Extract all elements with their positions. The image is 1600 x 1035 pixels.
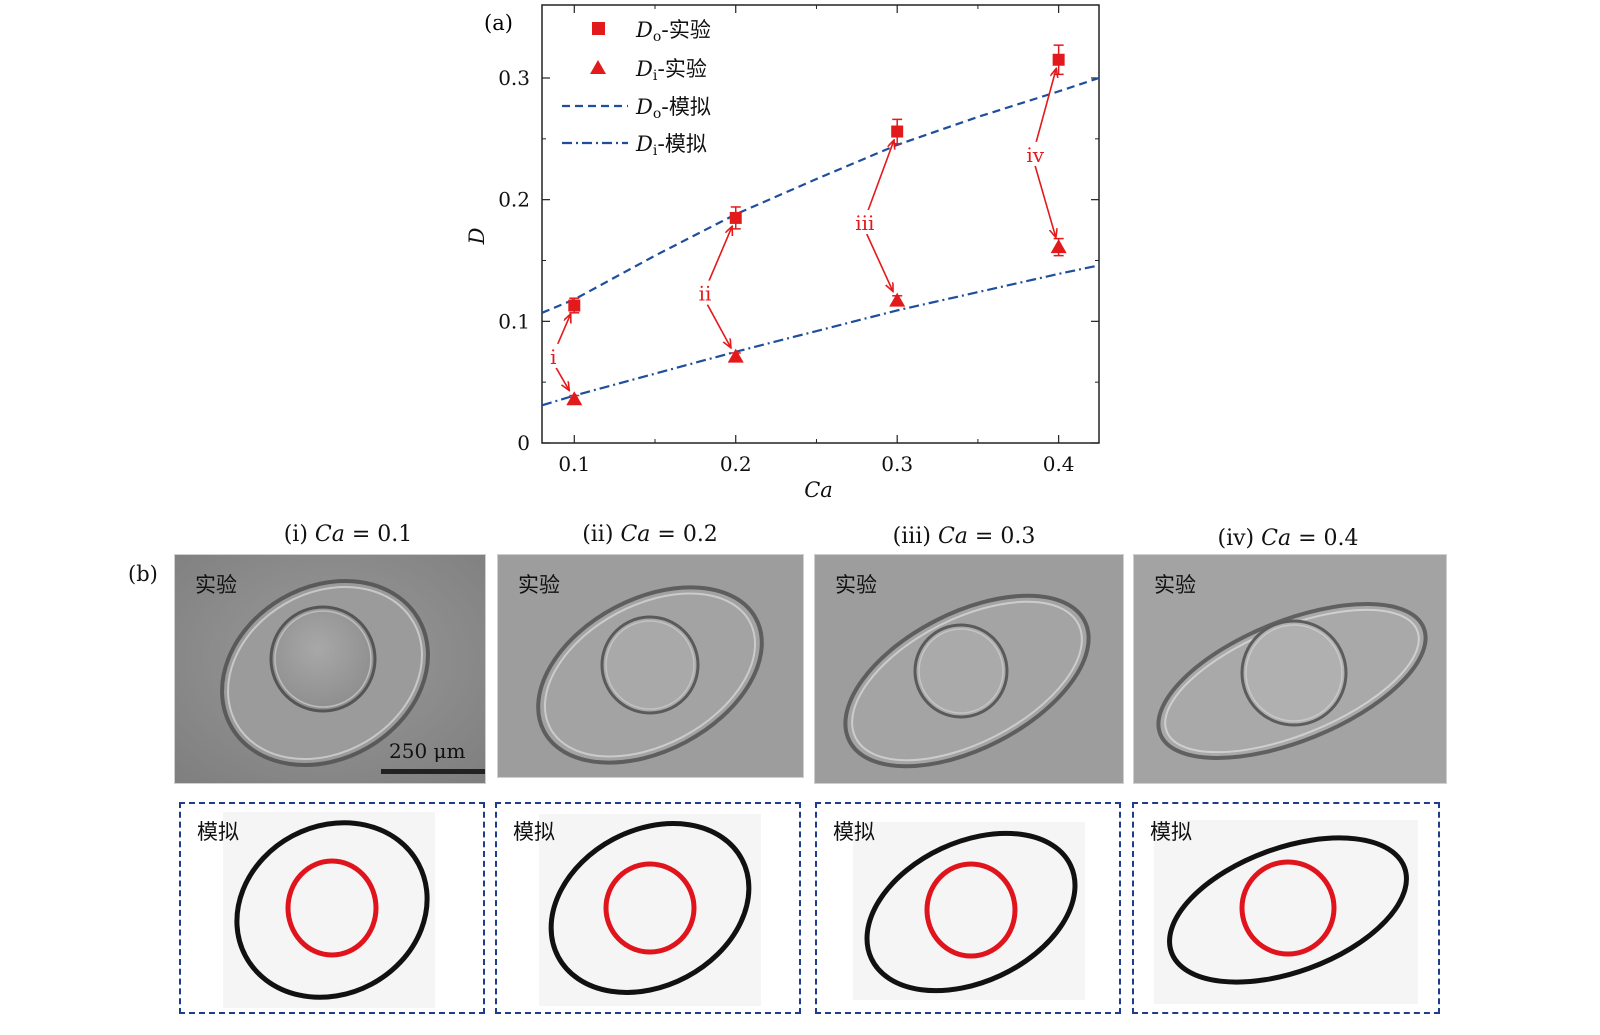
y-tick-label: 0.3	[498, 66, 530, 90]
simulation-image-i: 模拟	[179, 802, 485, 1014]
annotation-label: ii	[699, 282, 712, 306]
experiment-label: 实验	[1154, 573, 1196, 597]
panel-roman: (i)	[283, 522, 308, 547]
plot-frame	[541, 4, 1100, 444]
annotation-label-bg	[852, 210, 878, 234]
simulation-contours	[548, 821, 752, 995]
legend-marker-triangle	[590, 60, 606, 74]
annotation-label: iv	[1026, 143, 1044, 167]
annotation-arrow	[1034, 69, 1056, 147]
experiment-image-ii: 实验	[497, 554, 804, 778]
legend: Do-实验 Di-实验 Do-模拟 Di-模拟	[562, 18, 711, 159]
panel-ca-label: Ca	[1261, 526, 1292, 551]
panel-roman: (ii)	[582, 522, 614, 547]
simulation-label: 模拟	[833, 820, 875, 844]
annotation-arrow	[866, 233, 893, 291]
panel-b-label: (b)	[128, 562, 158, 586]
simulation-label: 模拟	[1150, 820, 1192, 844]
panel-iv-title: (iv) Ca = 0.4	[1158, 526, 1418, 551]
simulation-contours	[1167, 835, 1409, 985]
annotation-label-bg	[695, 280, 716, 305]
panel-ii-title: (ii) Ca = 0.2	[520, 522, 780, 547]
panel-i-title: (i) Ca = 0.1	[218, 522, 478, 547]
experiment-label: 实验	[195, 573, 237, 597]
x-tick-label: 0.2	[720, 452, 752, 476]
simulation-image-iv: 模拟	[1132, 802, 1440, 1014]
legend-label: Do-模拟	[635, 95, 711, 122]
simulation-contours	[864, 830, 1078, 994]
experiment-image-iv: 实验	[1133, 554, 1447, 784]
x-tick-label: 0.1	[558, 452, 590, 476]
annotation-label: i	[550, 345, 556, 369]
legend-marker-square	[592, 22, 605, 35]
panel-roman: (iii)	[892, 524, 931, 549]
panel-roman: (iv)	[1217, 526, 1255, 551]
y-tick-label: 0	[517, 431, 530, 455]
annotation-label-bg	[547, 343, 563, 368]
annotation-label-bg	[1023, 141, 1044, 166]
panel-ca-value: = 0.1	[351, 522, 413, 547]
data-point-di-exp	[727, 348, 744, 363]
simulation-image-iii: 模拟	[815, 802, 1121, 1014]
annotation-label: iii	[855, 211, 874, 235]
chart-a: (a) 0.1 0.2 0.3 0.400.10.20.3CaDiiiiiiivDo-…	[465, 4, 1100, 502]
panel-ca-label: Ca	[937, 524, 968, 549]
data-point-do-exp	[729, 211, 742, 224]
droplet-photo	[1134, 555, 1446, 783]
annotation-arrow	[555, 315, 570, 349]
data-point-do-exp	[891, 125, 904, 138]
panel-a-label: (a)	[484, 11, 513, 35]
series-line-di-sim	[541, 264, 1100, 407]
panel-ca-value: = 0.3	[974, 524, 1036, 549]
experiment-image-i: 实验 250 μm	[174, 554, 486, 784]
series-line-do-sim	[541, 76, 1100, 314]
scale-bar-label: 250 μm	[389, 739, 466, 763]
data-point-do-exp	[1052, 53, 1065, 66]
panel-ca-value: = 0.4	[1298, 526, 1359, 551]
annotation-arrow	[1034, 165, 1055, 237]
y-tick-label: 0.1	[498, 309, 530, 333]
y-tick-label: 0.2	[498, 188, 530, 212]
experiment-image-iii: 实验	[814, 554, 1124, 784]
data-point-di-exp	[889, 292, 906, 307]
annotation-arrow	[706, 304, 730, 347]
droplet-photo	[175, 555, 485, 783]
panel-ca-label: Ca	[314, 522, 345, 547]
annotation-arrow	[706, 227, 731, 285]
simulation-contours	[234, 820, 430, 1000]
data-point-di-exp	[1050, 239, 1067, 254]
experiment-label: 实验	[835, 573, 877, 597]
x-tick-label: 0.4	[1043, 452, 1075, 476]
x-tick-label: 0.3	[881, 452, 913, 476]
panel-ca-value: = 0.2	[657, 522, 718, 547]
legend-label: Di-模拟	[635, 132, 707, 159]
legend-label: Di-实验	[635, 57, 707, 84]
simulation-image-ii: 模拟	[495, 802, 801, 1014]
data-point-di-exp	[566, 391, 583, 406]
simulation-label: 模拟	[513, 820, 555, 844]
data-point-do-exp	[568, 299, 581, 312]
experiment-label: 实验	[518, 573, 560, 597]
scale-bar	[381, 769, 485, 774]
annotation-arrow	[866, 141, 894, 215]
droplet-photo	[498, 555, 803, 777]
droplet-photo	[815, 555, 1123, 783]
annotation-arrow	[555, 367, 569, 390]
legend-label: Do-实验	[635, 18, 711, 45]
y-axis-label: D	[465, 227, 489, 245]
panel-iii-title: (iii) Ca = 0.3	[834, 524, 1094, 549]
x-axis-label: Ca	[804, 478, 833, 502]
simulation-label: 模拟	[197, 820, 239, 844]
panel-ca-label: Ca	[620, 522, 651, 547]
